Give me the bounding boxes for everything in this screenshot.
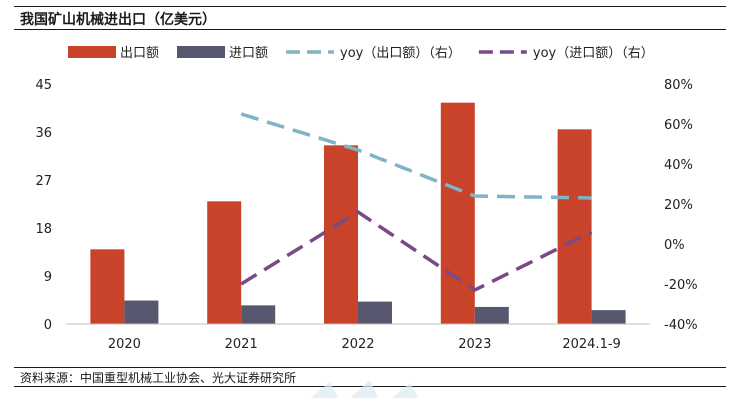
left-tick-label: 36 <box>35 126 52 141</box>
bar-import <box>358 301 392 324</box>
left-axis: 0 9 18 27 36 45 <box>35 78 52 333</box>
x-tick-label: 2021 <box>225 337 258 352</box>
legend: 出口额 进口额 yoy（出口额）（右） yoy（进口额）（右） <box>68 46 654 61</box>
bars <box>90 102 626 325</box>
x-tick-label: 2020 <box>108 337 141 352</box>
left-tick-label: 45 <box>35 78 52 93</box>
bar-import <box>474 306 509 324</box>
x-axis: 2020 2021 2022 2023 2024.1-9 <box>66 323 650 352</box>
bar-export <box>207 201 242 324</box>
left-tick-label: 9 <box>44 270 52 285</box>
legend-label: yoy（进口额）（右） <box>533 46 654 61</box>
left-tick-label: 18 <box>35 222 52 237</box>
right-tick-label: 40% <box>664 158 693 173</box>
right-tick-label: 60% <box>664 118 693 133</box>
lines <box>240 112 593 293</box>
right-axis: -40% -20% 0% 20% 40% 60% 80% <box>664 78 698 333</box>
bar-import <box>124 300 159 324</box>
bar-export <box>324 145 358 324</box>
chart-title: 我国矿山机械进出口（亿美元） <box>20 12 216 28</box>
bar-import <box>241 305 276 324</box>
x-tick-label: 2024.1-9 <box>562 337 620 352</box>
x-tick-label: 2023 <box>458 337 491 352</box>
series-line-export-yoy <box>240 112 592 200</box>
watermark-logo <box>310 380 418 398</box>
chart-title-bar: 我国矿山机械进出口（亿美元） <box>14 6 726 30</box>
bar-export <box>90 249 125 324</box>
bar-export <box>557 129 592 324</box>
right-tick-label: -20% <box>664 278 698 293</box>
legend-label: 进口额 <box>229 46 268 61</box>
source-note: 资料来源：中国重型机械工业协会、光大证券研究所 <box>20 371 297 385</box>
left-tick-label: 0 <box>44 318 52 333</box>
legend-swatch <box>177 46 226 58</box>
x-tick-label: 2022 <box>341 337 374 352</box>
right-tick-label: -40% <box>664 318 698 333</box>
left-tick-label: 27 <box>35 174 52 189</box>
bar-export <box>440 102 475 325</box>
right-tick-label: 0% <box>664 238 685 253</box>
bar-import <box>591 310 626 324</box>
legend-label: yoy（出口额）（右） <box>340 46 461 61</box>
right-tick-label: 80% <box>664 78 693 93</box>
legend-label: 出口额 <box>120 46 159 61</box>
right-tick-label: 20% <box>664 198 693 213</box>
legend-swatch <box>68 46 116 58</box>
series-line-import-yoy <box>240 209 593 293</box>
